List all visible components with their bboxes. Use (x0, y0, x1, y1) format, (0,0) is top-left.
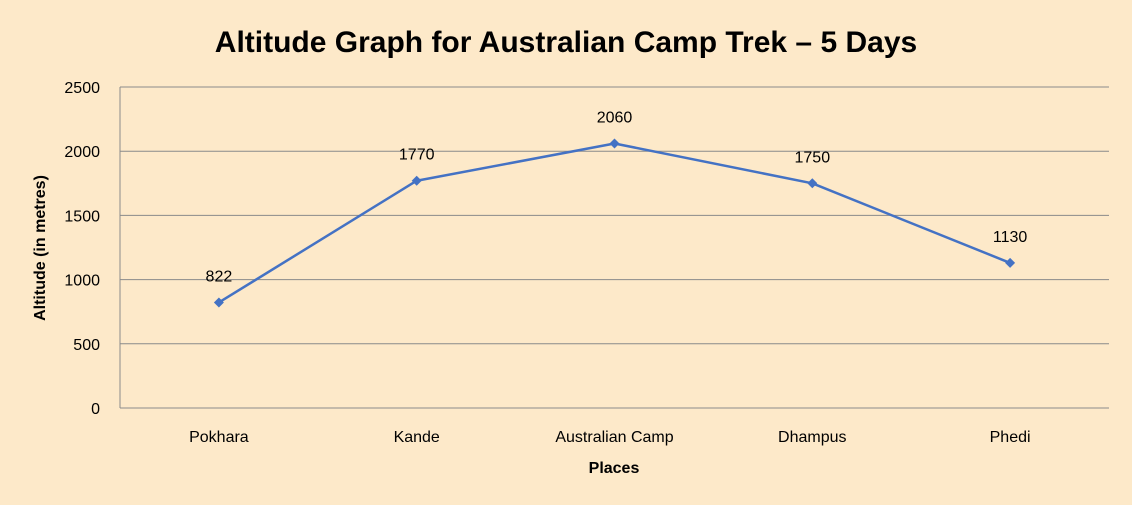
x-axis-title: Places (589, 460, 640, 477)
data-point-marker (609, 138, 620, 149)
data-label: 822 (206, 268, 233, 285)
data-labels: 822 1770 2060 1750 1130 (206, 109, 1028, 285)
gridlines (119, 86, 1109, 409)
y-axis-ticks: 0 500 1000 1500 2000 2500 (64, 80, 100, 418)
y-tick-label: 0 (91, 401, 100, 418)
data-label: 1770 (399, 147, 435, 164)
data-point-marker (213, 297, 224, 308)
data-point-marker (1005, 257, 1016, 268)
data-point-marker (411, 175, 422, 186)
y-tick-label: 2500 (64, 80, 100, 97)
y-tick-label: 2000 (64, 144, 100, 161)
x-tick-label: Dhampus (778, 429, 846, 446)
x-tick-label: Pokhara (189, 429, 249, 446)
data-label: 1750 (795, 149, 831, 166)
y-tick-label: 1500 (64, 208, 100, 225)
y-axis-title: Altitude (in metres) (32, 175, 49, 321)
y-tick-label: 500 (73, 337, 100, 354)
series-layer (213, 138, 1016, 308)
x-tick-label: Australian Camp (555, 429, 673, 446)
data-label: 1130 (993, 229, 1028, 246)
x-tick-label: Kande (394, 429, 440, 446)
data-point-marker (807, 178, 818, 189)
chart-title: Altitude Graph for Australian Camp Trek … (215, 26, 917, 59)
data-label: 2060 (597, 109, 633, 126)
y-tick-label: 1000 (64, 273, 100, 290)
x-axis-ticks: Pokhara Kande Australian Camp Dhampus Phedi (189, 429, 1030, 446)
x-tick-label: Phedi (990, 429, 1031, 446)
series-line (218, 142, 1011, 304)
